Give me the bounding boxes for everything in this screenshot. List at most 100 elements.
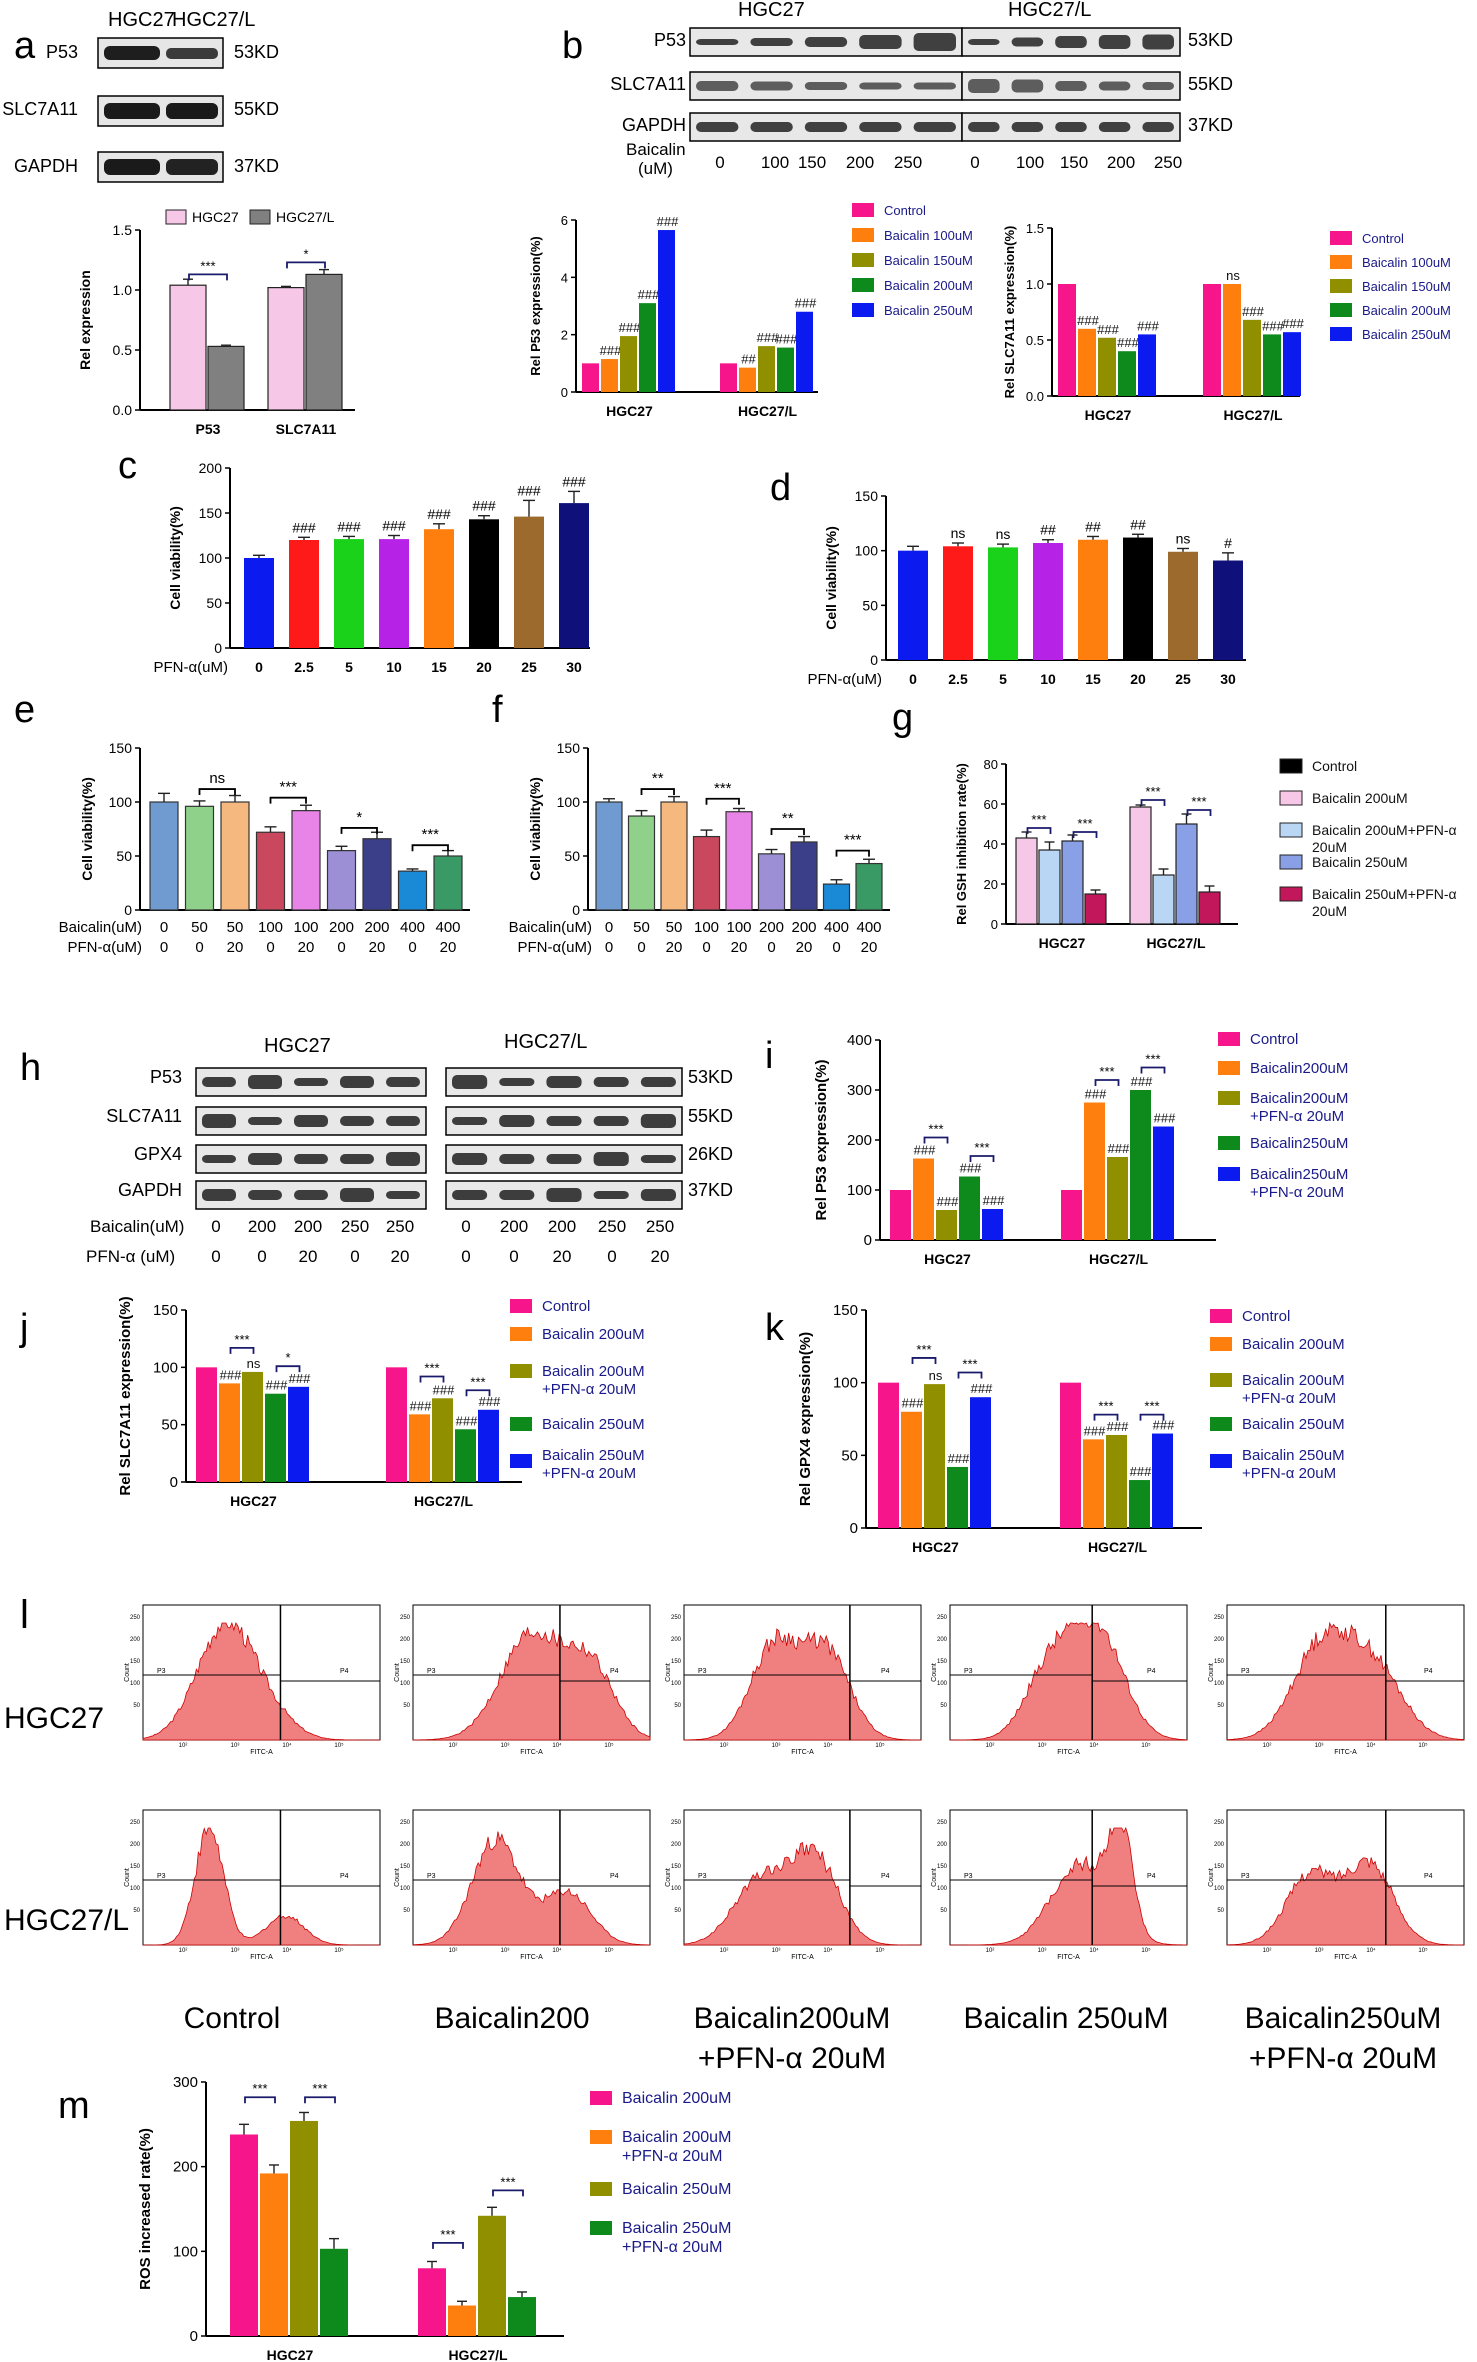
bar-baicalin-250um (455, 1429, 476, 1482)
y-tick-label: 150 (557, 740, 581, 756)
significance-mark: ### (1153, 1418, 1175, 1433)
flow-column-label: +PFN-α 20uM (698, 2042, 886, 2075)
blot-a-group: HGC27/L (172, 9, 255, 31)
blot-band (202, 1189, 236, 1201)
x-tick-label-baicalin: 100 (258, 919, 283, 936)
legend-label: Baicalin 200uM (542, 1363, 645, 1380)
comparison-bracket (1139, 1413, 1165, 1421)
histogram-curve (143, 1827, 380, 1946)
x-category-label: HGC27 (924, 1251, 971, 1267)
x-tick-label-baicalin: 50 (191, 919, 208, 936)
bar-baicalin-150um (1243, 319, 1261, 396)
y-tick-label: 0.5 (113, 342, 133, 358)
significance-mark: ### (776, 332, 798, 347)
y-tick-label: 0 (864, 1232, 872, 1249)
y-tick-label: 150 (833, 1302, 858, 1319)
y-tick-label: 250 (1214, 1615, 1225, 1621)
bar (822, 883, 851, 911)
blot-h-baicalin-dose: 0 (461, 1217, 470, 1236)
blot-b-dose: 100 (1016, 153, 1044, 172)
legend-swatch (1210, 1337, 1232, 1351)
histogram-curve (412, 1627, 651, 1741)
x-tick-label: 10³ (1315, 1743, 1324, 1749)
y-tick-label: 0.0 (1026, 389, 1044, 404)
gate-label-p4: P4 (610, 1668, 619, 1675)
legend-swatch (590, 2130, 612, 2144)
significance-mark: ns (1176, 530, 1191, 546)
y-tick-label: 400 (847, 1032, 872, 1049)
x-tick-label-baicalin: 100 (694, 919, 719, 936)
y-tick-label: 1.5 (1026, 221, 1044, 236)
bar-baicalin-100um (1223, 284, 1241, 396)
legend-swatch (510, 1417, 532, 1431)
bar-baicalin-200um-pfn-20um (448, 2305, 476, 2336)
x-tick-label: 10² (1263, 1743, 1272, 1749)
significance-mark: ### (1077, 313, 1099, 328)
bar (334, 539, 364, 648)
blot-band (202, 1155, 236, 1163)
x-tick-label-baicalin: 400 (824, 919, 849, 936)
y-tick-label: 50 (841, 1447, 858, 1464)
panel-label-h: h (20, 1047, 41, 1089)
legend-label: +PFN-α 20uM (1242, 1465, 1336, 1482)
blot-a-size: 37KD (234, 156, 279, 176)
blot-b-group: HGC27 (738, 0, 805, 21)
legend-label: Baicalin 250uM (1242, 1447, 1345, 1464)
blot-band (340, 1116, 374, 1126)
x-tick-label: 5 (345, 659, 353, 675)
gate-label-p4: P4 (1147, 1668, 1156, 1675)
blot-a-group: HGC27 (108, 9, 175, 31)
blot-band (640, 1155, 676, 1163)
blot-band (248, 1190, 282, 1200)
significance-mark: ## (1040, 522, 1056, 538)
comparison-bracket (1186, 809, 1212, 816)
gate-label-p3: P3 (964, 1873, 973, 1880)
comparison-bracket (705, 797, 740, 805)
bar (149, 801, 179, 911)
legend-label: +PFN-α 20uM (542, 1381, 636, 1398)
blot-h-pfn-dose: 0 (461, 1247, 470, 1266)
blot-band (804, 122, 848, 132)
y-tick-label: 50 (1217, 1908, 1224, 1914)
bar-baicalin200um (913, 1158, 934, 1240)
comparison-label: *** (1145, 1052, 1160, 1067)
y-tick-label: 100 (400, 1886, 411, 1892)
y-tick-label: 150 (153, 1302, 178, 1319)
legend-label: Baicalin200uM (1250, 1090, 1348, 1107)
legend-label: Control (1362, 231, 1404, 246)
y-tick-label: 150 (130, 1864, 141, 1870)
flow-column-label: Baicalin200 (434, 2002, 589, 2035)
significance-mark: ### (757, 330, 779, 345)
y-tick-label: 200 (937, 1637, 948, 1643)
significance-mark: ### (657, 214, 679, 229)
legend-label: Control (884, 203, 926, 218)
bar (255, 831, 286, 911)
x-axis-label: FITC-A (520, 1749, 543, 1756)
x-tick-label: 2.5 (294, 659, 314, 675)
blot-band (166, 103, 218, 119)
x-tick-label: 10³ (501, 1948, 510, 1954)
significance-mark: ### (562, 473, 586, 489)
legend-label: 20uM (1312, 903, 1347, 919)
bar (289, 540, 319, 648)
legend-label: +PFN-α 20uM (542, 1465, 636, 1482)
blot-band (859, 82, 902, 90)
bar-baicalin-250um-pfn-20um (1198, 891, 1221, 925)
x-tick-label: 10⁴ (823, 1742, 833, 1749)
bar-control (1203, 284, 1221, 396)
y-tick-label: 100 (671, 1886, 682, 1892)
significance-mark: ### (1262, 318, 1284, 333)
legend-swatch (165, 209, 187, 225)
comparison-label: *** (421, 826, 439, 843)
blot-b-dose: 250 (894, 153, 922, 172)
blot-b-dose: 200 (1107, 153, 1135, 172)
x-tick-label-pfn: 20 (666, 939, 683, 956)
bar-baicalin-250um (478, 2215, 506, 2336)
x-tick-label: 5 (999, 671, 1007, 687)
y-axis-label: Count (931, 1663, 938, 1682)
bar (627, 815, 656, 911)
y-tick-label: 100 (1214, 1886, 1225, 1892)
x-axis-label-baicalin: Baicalin(uM) (59, 919, 142, 936)
x-tick-label-pfn: 0 (337, 939, 345, 956)
